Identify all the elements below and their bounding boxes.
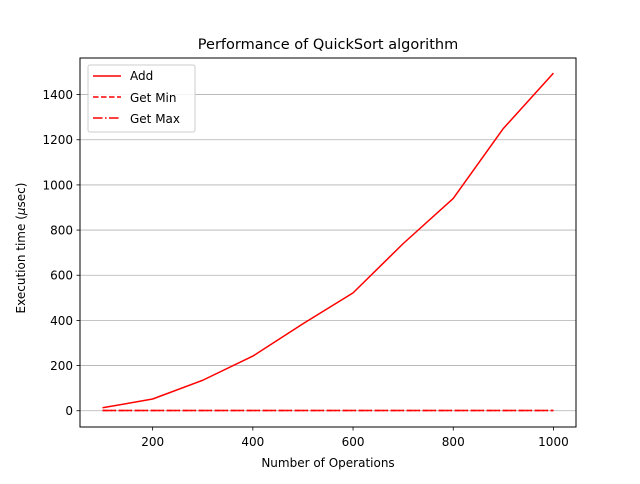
axes-frame	[79, 57, 577, 428]
x-tick-label-800: 800	[442, 435, 465, 449]
y-tick-label-1200: 1200	[42, 133, 73, 147]
y-axis-label-prefix: Execution time (	[14, 215, 28, 313]
y-tick-label-400: 400	[50, 314, 73, 328]
series-lines	[102, 72, 555, 412]
y-axis-label: Execution time (μsec)	[14, 183, 28, 314]
chart-title: Performance of QuickSort algorithm	[198, 37, 458, 53]
legend-label-get-min: Get Min	[130, 91, 177, 105]
legend: Add Get Min Get Max	[87, 64, 196, 133]
y-tick-label-800: 800	[50, 224, 73, 238]
y-tick-label-600: 600	[50, 269, 73, 283]
y-axis-ticks: 0 200 400 600 800 1000 1200 1400	[42, 88, 80, 418]
x-axis-label: Number of Operations	[261, 456, 394, 470]
x-axis-ticks: 200 400 600 800 1000	[141, 427, 569, 449]
y-tick-label-1400: 1400	[42, 88, 73, 102]
y-tick-label-0: 0	[65, 404, 73, 418]
y-tick-label-1000: 1000	[42, 178, 73, 192]
y-axis-label-mu: μ	[14, 207, 28, 216]
x-tick-label-600: 600	[342, 435, 365, 449]
gridlines	[80, 94, 576, 412]
y-axis-label-suffix: sec)	[14, 183, 28, 208]
legend-label-get-max: Get Max	[130, 112, 180, 126]
legend-box	[87, 64, 196, 133]
x-tick-label-1000: 1000	[538, 435, 569, 449]
legend-label-add: Add	[130, 69, 153, 83]
series-line-add	[102, 72, 555, 409]
x-tick-label-200: 200	[141, 435, 164, 449]
x-tick-label-400: 400	[241, 435, 264, 449]
y-tick-label-200: 200	[50, 359, 73, 373]
